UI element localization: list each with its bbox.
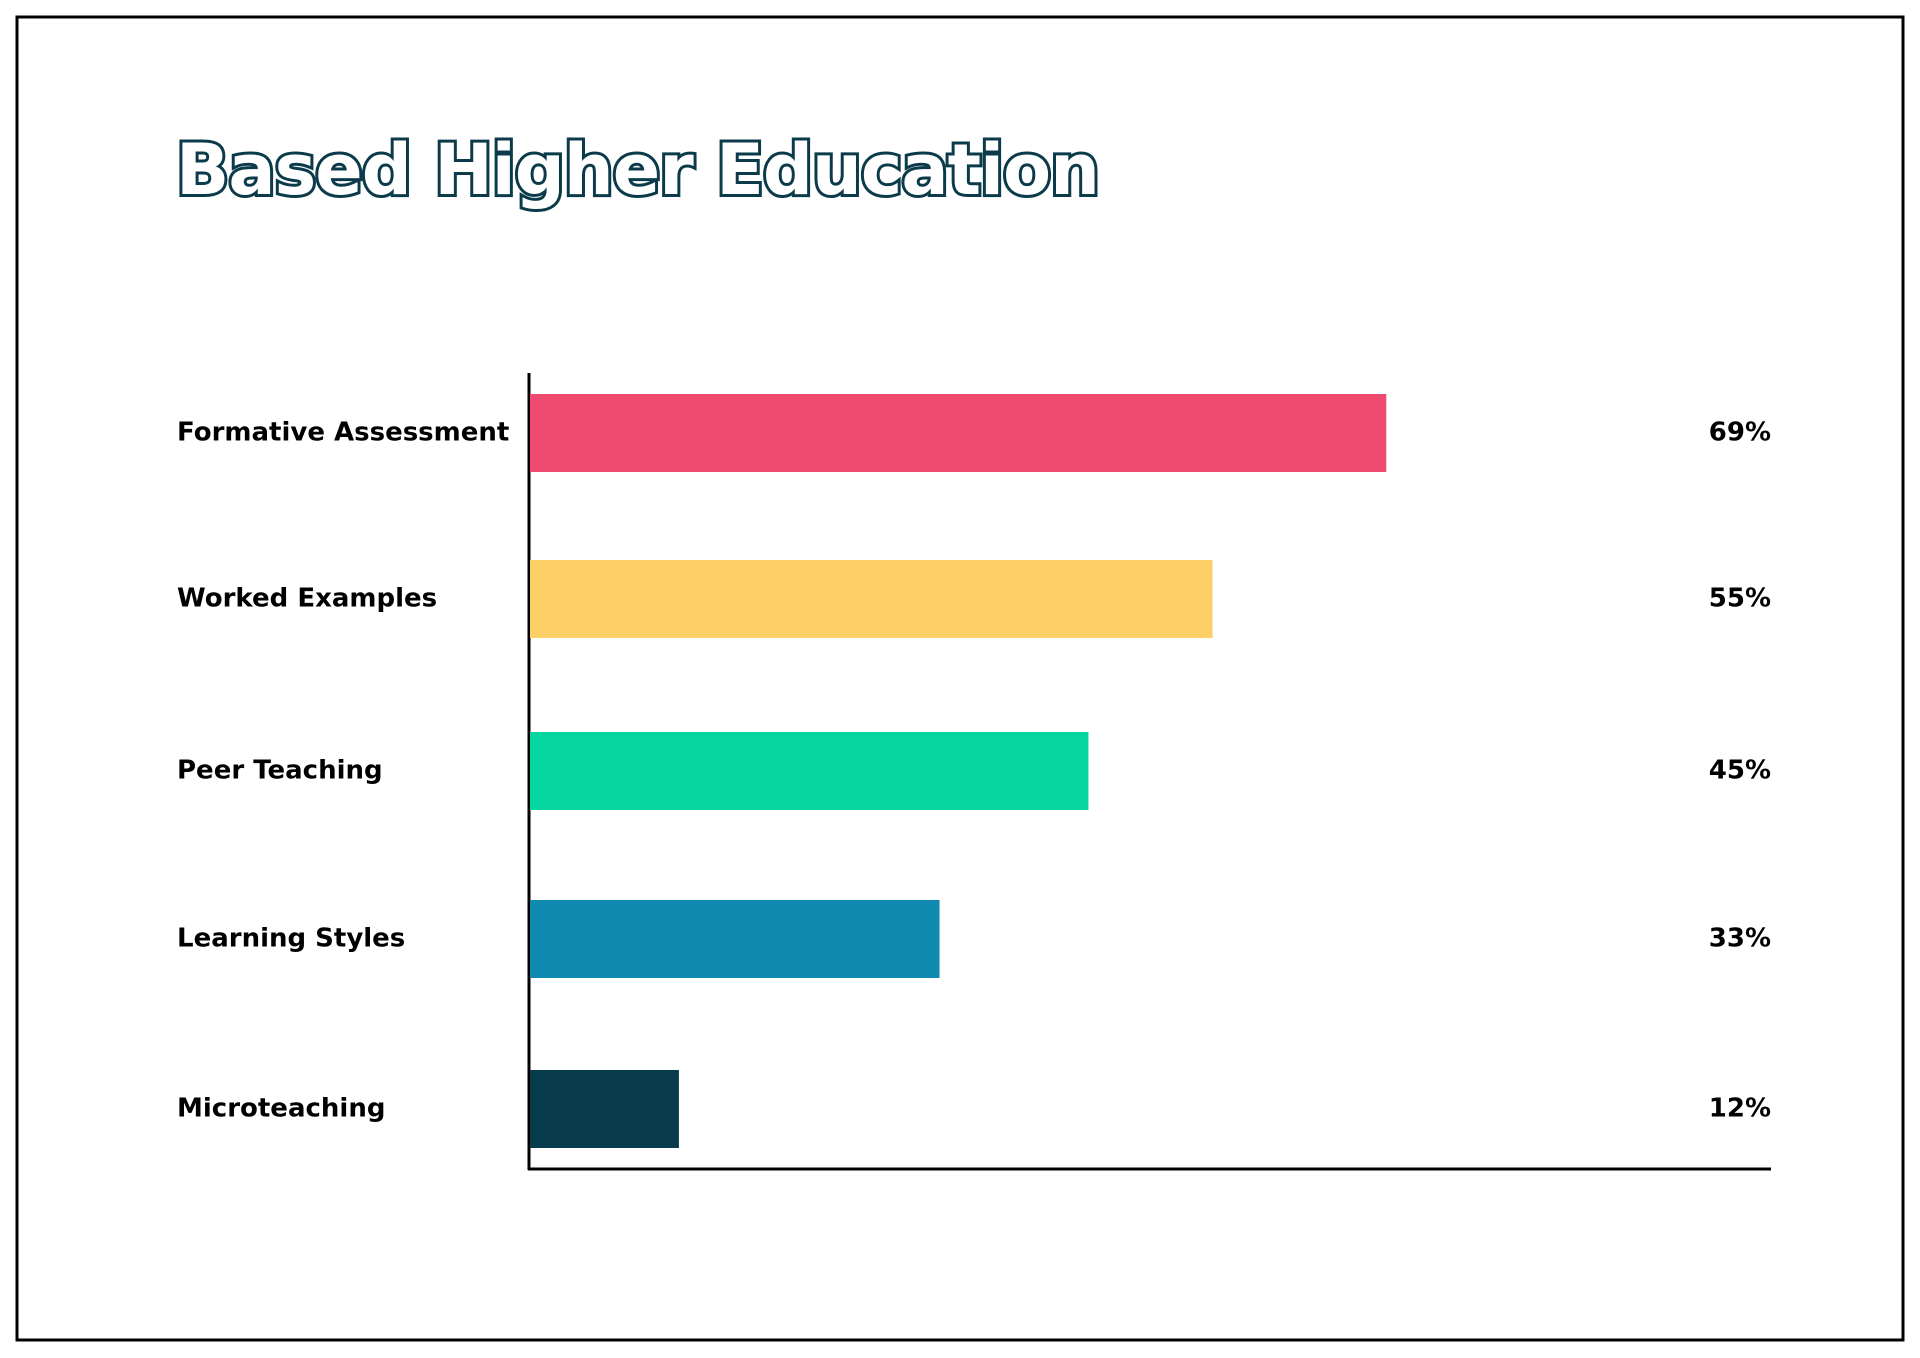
category-label: Learning Styles: [177, 924, 405, 954]
value-label: 12%: [1709, 1094, 1771, 1124]
bar: [530, 732, 1089, 810]
category-label: Peer Teaching: [177, 756, 383, 786]
chart-title: Based Higher Education: [176, 129, 1099, 211]
value-label: 33%: [1709, 924, 1771, 954]
bar: [530, 900, 940, 978]
value-label: 55%: [1709, 584, 1771, 614]
category-label: Microteaching: [177, 1094, 385, 1124]
frame: [15, 15, 1905, 1342]
value-label: 69%: [1709, 418, 1771, 448]
bar: [530, 560, 1213, 638]
category-label: Formative Assessment: [177, 418, 509, 448]
category-label: Worked Examples: [177, 584, 437, 614]
bar: [530, 394, 1387, 472]
bar: [530, 1070, 679, 1148]
value-label: 45%: [1709, 756, 1771, 786]
